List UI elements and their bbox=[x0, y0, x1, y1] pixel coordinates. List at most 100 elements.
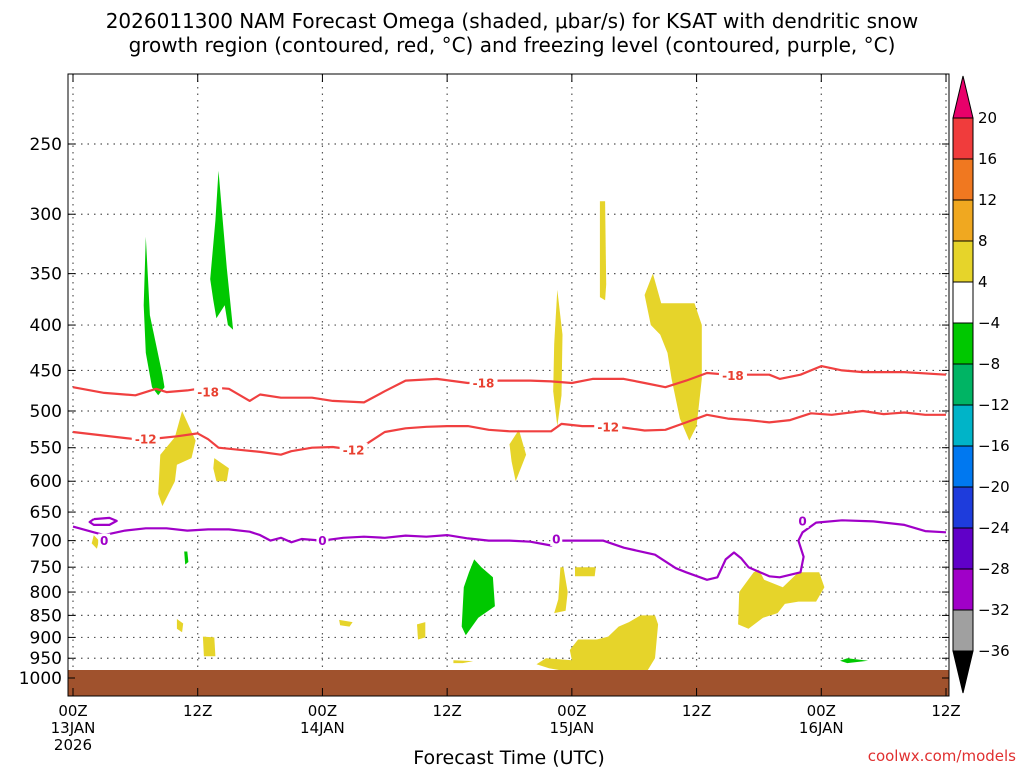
colorbar-tick-label-11: −28 bbox=[978, 560, 1010, 578]
contour-label-1-1: -12 bbox=[343, 443, 365, 457]
colorbar-segment-7 bbox=[952, 404, 974, 447]
omega-region-9 bbox=[202, 636, 216, 657]
x-tick-label-72-1: 16JAN bbox=[799, 719, 844, 737]
y-tick-label-1000: 1000 bbox=[19, 669, 62, 689]
colorbar-segment-6 bbox=[952, 363, 974, 406]
colorbar-segment-5 bbox=[952, 322, 974, 365]
y-tick-label-500: 500 bbox=[30, 402, 62, 422]
contour-label-bg-0-0 bbox=[194, 385, 223, 400]
x-tick-label-36-0: 12Z bbox=[432, 702, 461, 720]
omega-region-2 bbox=[461, 559, 495, 636]
x-tick-label-0-0: 00Z bbox=[58, 702, 87, 720]
colorbar-segment-0 bbox=[952, 117, 974, 160]
contour-label-bg-2-1 bbox=[316, 533, 329, 548]
colorbar-tick-label-7: −12 bbox=[978, 396, 1010, 414]
contour-label-2-0: 0 bbox=[100, 534, 108, 548]
omega-region-13 bbox=[509, 429, 527, 482]
y-tick-label-450: 450 bbox=[30, 361, 62, 381]
contour-label-bg-2-0 bbox=[98, 533, 111, 548]
omega-region-7 bbox=[91, 535, 99, 549]
colorbar-tick-label-12: −32 bbox=[978, 601, 1010, 619]
omega-region-19 bbox=[536, 615, 659, 673]
colorbar-tick-label-10: −24 bbox=[978, 519, 1010, 537]
y-tick-label-600: 600 bbox=[30, 472, 62, 492]
contour-label-bg-2-3 bbox=[796, 513, 809, 528]
chart-title-line1: 2026011300 NAM Forecast Omega (shaded, μ… bbox=[106, 9, 919, 33]
y-tick-label-750: 750 bbox=[30, 558, 62, 578]
colorbar-tick-label-3: 8 bbox=[978, 232, 988, 250]
omega-region-10 bbox=[339, 619, 353, 627]
contour-label-2-2: 0 bbox=[552, 532, 560, 546]
contour-label-bg-0-1 bbox=[469, 376, 498, 391]
contour-label-bg-2-2 bbox=[550, 531, 563, 546]
omega-region-3 bbox=[184, 551, 189, 565]
colorbar-segment-10 bbox=[952, 527, 974, 570]
x-tick-label-60-0: 12Z bbox=[682, 702, 711, 720]
contour-label-0-2: -18 bbox=[722, 369, 744, 383]
omega-region-20 bbox=[738, 569, 825, 629]
colorbar-segment-3 bbox=[952, 240, 974, 283]
contour-label-0-0: -18 bbox=[197, 386, 219, 400]
x-tick-label-12-0: 12Z bbox=[183, 702, 212, 720]
omega-region-14 bbox=[553, 289, 563, 427]
x-tick-label-24-0: 00Z bbox=[308, 702, 337, 720]
omega-region-8 bbox=[176, 619, 184, 633]
colorbar-tick-label-0: 20 bbox=[978, 109, 997, 127]
y-tick-label-850: 850 bbox=[30, 606, 62, 626]
colorbar: 20 16 12 8 4 −4 −8 −12 −16 −20 −24 −28 −32 −36 bbox=[952, 75, 1010, 694]
contour-line-3 bbox=[88, 516, 118, 527]
x-tick-label-48-1: 15JAN bbox=[549, 719, 594, 737]
colorbar-bottom-triangle bbox=[952, 650, 974, 694]
colorbar-tick-label-2: 12 bbox=[978, 191, 997, 209]
y-tick-label-300: 300 bbox=[30, 205, 62, 225]
plot-frame bbox=[67, 73, 950, 697]
x-tick-label-72-0: 00Z bbox=[807, 702, 836, 720]
y-tick-label-550: 550 bbox=[30, 439, 62, 459]
colorbar-segment-4 bbox=[952, 281, 974, 324]
colorbar-segment-12 bbox=[952, 609, 974, 652]
x-tick-label-84-0: 12Z bbox=[931, 702, 960, 720]
y-axis: 2503003504004505005506006507007508008509… bbox=[19, 135, 949, 689]
colorbar-segment-9 bbox=[952, 486, 974, 529]
omega-region-18 bbox=[575, 567, 596, 577]
x-tick-label-0-2: 2026 bbox=[54, 736, 92, 754]
x-axis-label: Forecast Time (UTC) bbox=[413, 747, 604, 768]
x-tick-label-24-1: 14JAN bbox=[300, 719, 345, 737]
contour-label-2-3: 0 bbox=[798, 514, 806, 528]
contour-label-bg-0-2 bbox=[718, 368, 747, 383]
x-tick-label-0-1: 13JAN bbox=[51, 719, 96, 737]
x-tick-label-48-0: 00Z bbox=[557, 702, 586, 720]
omega-region-4 bbox=[840, 658, 869, 664]
y-tick-label-900: 900 bbox=[30, 628, 62, 648]
contour-label-bg-1-0 bbox=[131, 432, 160, 447]
omega-region-1 bbox=[210, 170, 234, 330]
y-tick-label-800: 800 bbox=[30, 583, 62, 603]
contour-label-bg-1-2 bbox=[594, 419, 623, 434]
colorbar-segment-2 bbox=[952, 199, 974, 242]
y-tick-label-350: 350 bbox=[30, 265, 62, 285]
omega-region-12 bbox=[453, 660, 474, 664]
colorbar-segment-11 bbox=[952, 568, 974, 611]
colorbar-tick-label-8: −16 bbox=[978, 437, 1010, 455]
colorbar-tick-label-5: −4 bbox=[978, 314, 1000, 332]
colorbar-segment-1 bbox=[952, 158, 974, 201]
colorbar-segment-8 bbox=[952, 445, 974, 488]
omega-region-17 bbox=[554, 567, 568, 614]
colorbar-tick-label-6: −8 bbox=[978, 355, 1000, 373]
omega-region-11 bbox=[417, 622, 426, 640]
colorbar-tick-label-13: −36 bbox=[978, 642, 1010, 660]
contour-label-2-1: 0 bbox=[318, 534, 326, 548]
chart-title-line2: growth region (contoured, red, °C) and f… bbox=[129, 33, 896, 57]
contour-label-0-1: -18 bbox=[473, 377, 495, 391]
contour-label-1-2: -12 bbox=[597, 420, 619, 434]
colorbar-tick-label-4: 4 bbox=[978, 273, 988, 291]
contour-label-1-0: -12 bbox=[135, 433, 157, 447]
y-tick-label-650: 650 bbox=[30, 503, 62, 523]
contour-line-1 bbox=[72, 409, 946, 456]
omega-region-0 bbox=[143, 236, 165, 396]
y-tick-label-950: 950 bbox=[30, 649, 62, 669]
y-tick-label-400: 400 bbox=[30, 316, 62, 336]
